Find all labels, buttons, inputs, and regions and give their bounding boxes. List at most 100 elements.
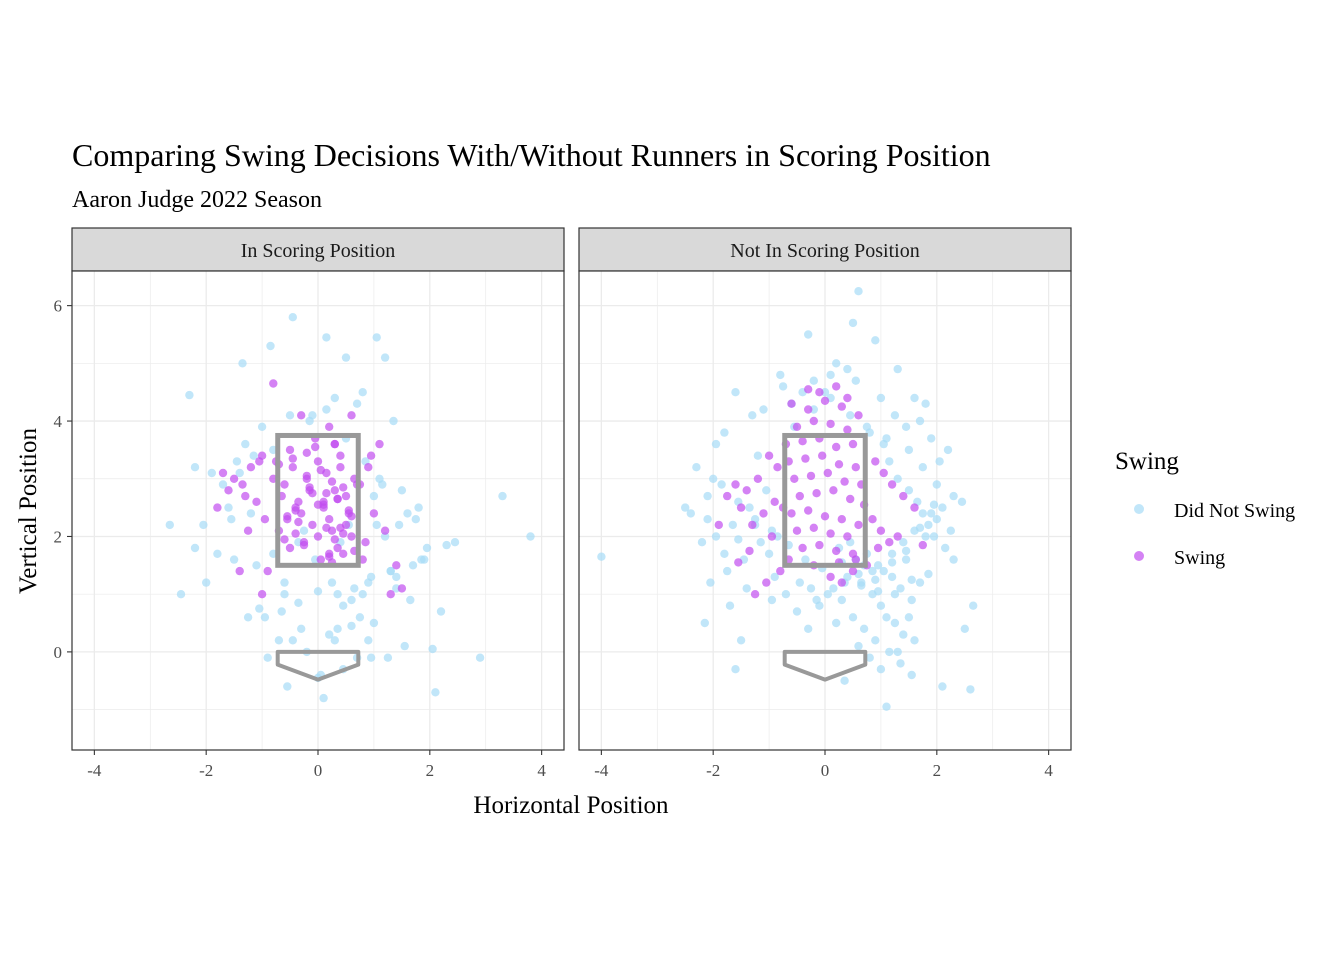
data-point (308, 520, 317, 530)
data-point (322, 405, 331, 414)
data-point (283, 682, 292, 691)
data-point (597, 552, 606, 561)
data-point (843, 425, 852, 434)
data-point (697, 538, 707, 547)
data-point (756, 538, 765, 547)
data-point (882, 613, 891, 622)
data-point (887, 558, 897, 567)
data-point (358, 388, 367, 397)
data-point (280, 480, 289, 489)
data-point (347, 411, 356, 420)
data-point (526, 532, 535, 541)
data-point (347, 621, 356, 631)
series-swing (213, 379, 407, 599)
data-point (246, 509, 256, 518)
data-point (325, 552, 334, 561)
data-point (285, 543, 295, 553)
data-point (918, 509, 927, 518)
data-point (804, 405, 813, 414)
data-point (812, 595, 821, 605)
data-point (901, 546, 911, 556)
data-point (406, 595, 415, 605)
data-point (873, 561, 883, 570)
data-point (767, 595, 777, 605)
data-point (243, 526, 253, 535)
data-point (871, 575, 880, 584)
data-point (882, 702, 891, 711)
data-point (871, 457, 880, 466)
data-point (294, 497, 303, 506)
data-point (249, 451, 258, 460)
data-point (804, 330, 813, 339)
data-point (389, 416, 398, 426)
data-point (347, 595, 356, 605)
data-point (403, 509, 412, 518)
data-point (882, 434, 891, 443)
data-point (364, 463, 373, 472)
data-point (408, 561, 418, 570)
data-point (949, 555, 958, 564)
data-point (773, 463, 782, 472)
data-point (910, 636, 919, 645)
series-did-not-swing (597, 287, 978, 711)
data-point (792, 526, 802, 535)
data-point (277, 607, 286, 616)
data-point (837, 595, 846, 605)
data-point (190, 463, 200, 472)
data-point (910, 393, 919, 403)
x-tick-label: -2 (199, 761, 213, 780)
legend-title: Swing (1115, 448, 1179, 475)
y-tick-label: 2 (54, 527, 63, 546)
data-point (932, 480, 941, 489)
data-point (375, 439, 384, 449)
data-point (260, 613, 270, 622)
data-point (879, 566, 888, 576)
data-point (288, 454, 297, 463)
data-point (890, 590, 900, 599)
data-point (703, 515, 712, 524)
data-point (893, 364, 902, 374)
data-point (823, 468, 832, 478)
data-point (776, 370, 785, 380)
data-point (330, 636, 339, 645)
data-point (720, 428, 729, 437)
data-point (316, 465, 325, 475)
data-point (762, 578, 771, 587)
x-axis-title: Horizontal Position (473, 792, 669, 819)
data-point (185, 390, 194, 400)
data-point (190, 543, 200, 553)
data-point (801, 555, 810, 564)
data-point (417, 555, 426, 564)
data-point (386, 566, 395, 576)
data-point (918, 540, 927, 550)
data-point (770, 497, 779, 506)
data-point (832, 546, 841, 556)
data-point (280, 590, 289, 599)
data-point (896, 659, 905, 668)
data-point (736, 636, 746, 645)
data-point (851, 463, 860, 472)
legend-label-did-not-swing: Did Not Swing (1174, 500, 1295, 522)
data-point (339, 483, 348, 492)
data-point (333, 494, 342, 504)
data-point (213, 503, 222, 512)
x-tick-label: 2 (426, 761, 435, 780)
strip-background (71, 227, 565, 272)
data-point (910, 503, 919, 512)
data-point (442, 540, 451, 550)
data-point (829, 486, 838, 495)
data-point (720, 549, 729, 558)
data-point (341, 353, 351, 362)
data-point (422, 543, 432, 553)
data-point (352, 399, 362, 408)
data-point (876, 665, 886, 674)
data-point (330, 486, 339, 495)
data-point (336, 451, 345, 460)
data-point (907, 595, 916, 605)
data-point (361, 538, 370, 547)
data-point (924, 569, 933, 579)
data-point (341, 491, 351, 501)
data-point (876, 393, 886, 403)
data-point (915, 416, 925, 426)
data-point (745, 503, 754, 512)
